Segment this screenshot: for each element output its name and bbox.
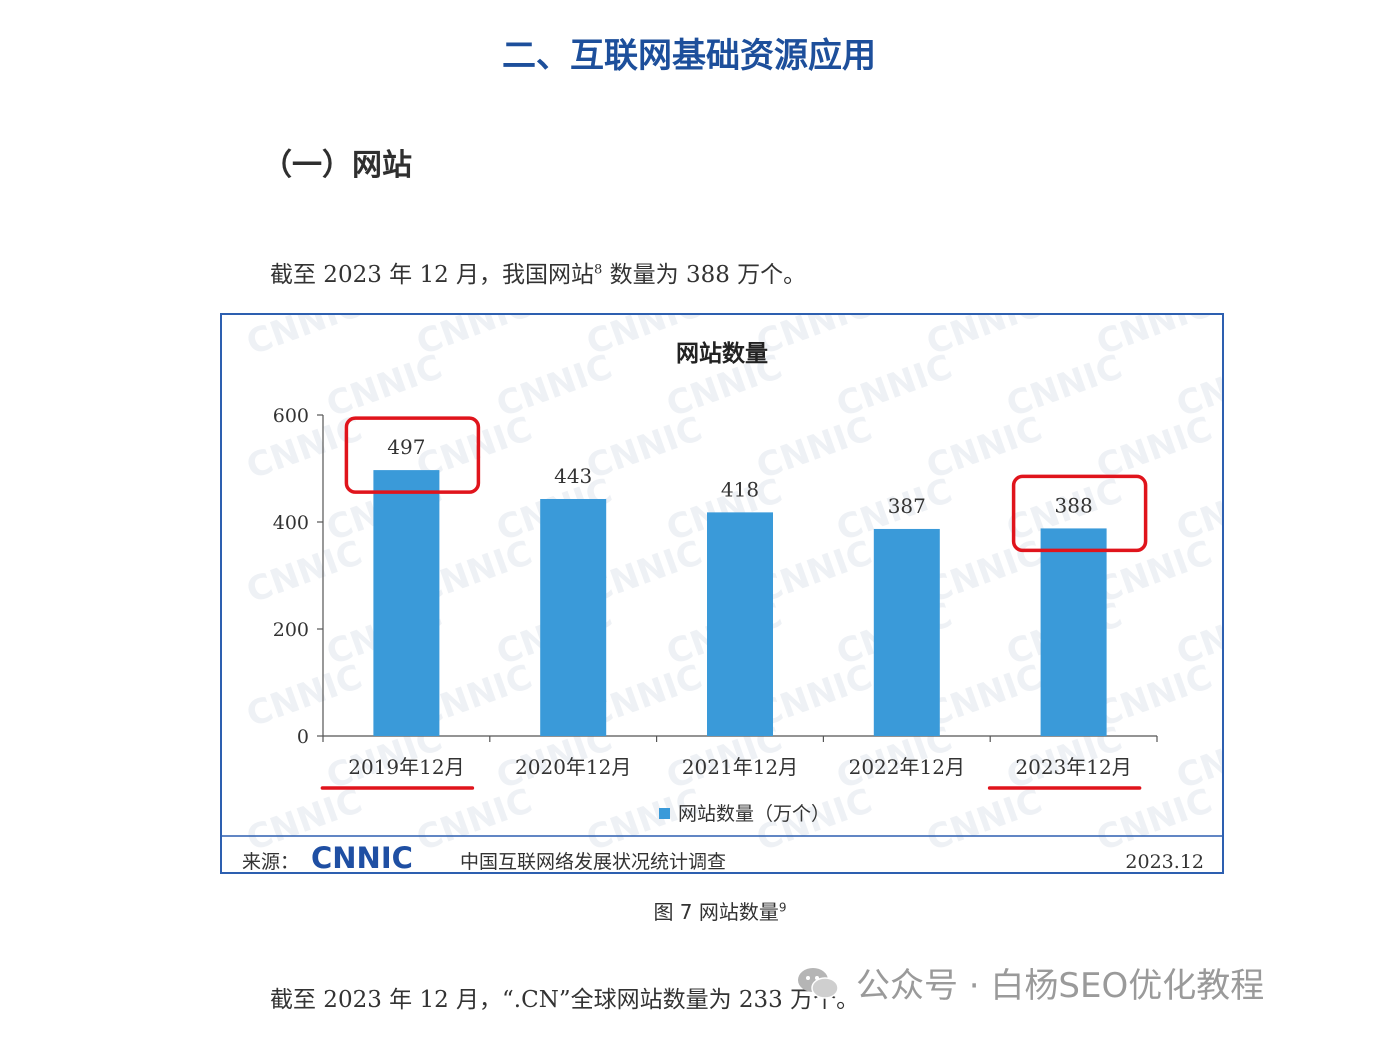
wechat-icon [798,967,839,999]
paragraph-cn-count: 截至 2023 年 12 月，“.CN”全球网站数量为 233 万个。 [270,987,860,1013]
data-label: 418 [721,477,759,501]
watermark: 公众号 · 白杨SEO优化教程 [796,958,1264,1007]
caption-text: 图 7 网站数量 [653,900,779,924]
x-tick-label: 2021年12月 [682,755,798,779]
y-tick-label: 600 [273,405,309,427]
source-date: 2023.12 [1125,851,1204,872]
x-tick-label: 2023年12月 [1015,755,1131,779]
y-tick-label: 200 [273,619,309,641]
watermark-text: 公众号 · 白杨SEO优化教程 [856,966,1265,1006]
paragraph-text: 截至 2023 年 12 月，我国网站 [270,262,595,288]
source-name: 中国互联网络发展状况统计调查 [460,851,726,872]
bar [540,498,607,736]
background-watermark: CNNIC [411,781,537,859]
bar [707,512,773,736]
data-label: 388 [1055,493,1093,517]
data-label: 497 [387,435,425,459]
y-tick-label: 400 [273,512,309,534]
x-tick-label: 2020年12月 [515,755,631,779]
background-watermark: CNNIC [1091,781,1217,859]
cnnic-logo: CNNIC [311,841,413,872]
background-watermark: CNNIC [921,781,1047,859]
figure-caption: 图 7 网站数量9 [0,896,1378,925]
data-label: 387 [888,494,926,518]
caption-footnote-mark: 9 [778,900,787,915]
x-tick-label: 2022年12月 [849,755,965,779]
y-tick-label: 0 [297,726,309,748]
subsection-title: （一）网站 [262,148,412,183]
chart-figure: CNNIC CNNIC CNNIC CNNIC CNNIC CNNIC CNNIC CNNIC… [220,285,1378,875]
highlight-box [1011,474,1148,553]
x-tick-label: 2019年12月 [348,755,464,779]
bar [873,528,940,736]
source-label: 来源： [242,851,299,872]
data-label: 443 [554,464,592,488]
footnote-mark: 8 [594,262,603,278]
legend-swatch [659,808,670,819]
background-watermark: CNNIC [241,315,367,363]
bar [373,470,440,736]
highlight-box [344,416,481,494]
paragraph-website-count: 截至 2023 年 12 月，我国网站8 数量为 388 万个。 [270,255,806,289]
bar [1040,528,1107,736]
chart-title: 网站数量 [676,341,768,367]
background-watermark: CNNIC [241,657,367,735]
section-title: 二、互联网基础资源应用 [502,36,876,76]
legend-label: 网站数量（万个） [678,803,830,825]
background-watermark: CNNIC [241,533,367,611]
paragraph-text-after: 数量为 388 万个。 [602,262,807,288]
